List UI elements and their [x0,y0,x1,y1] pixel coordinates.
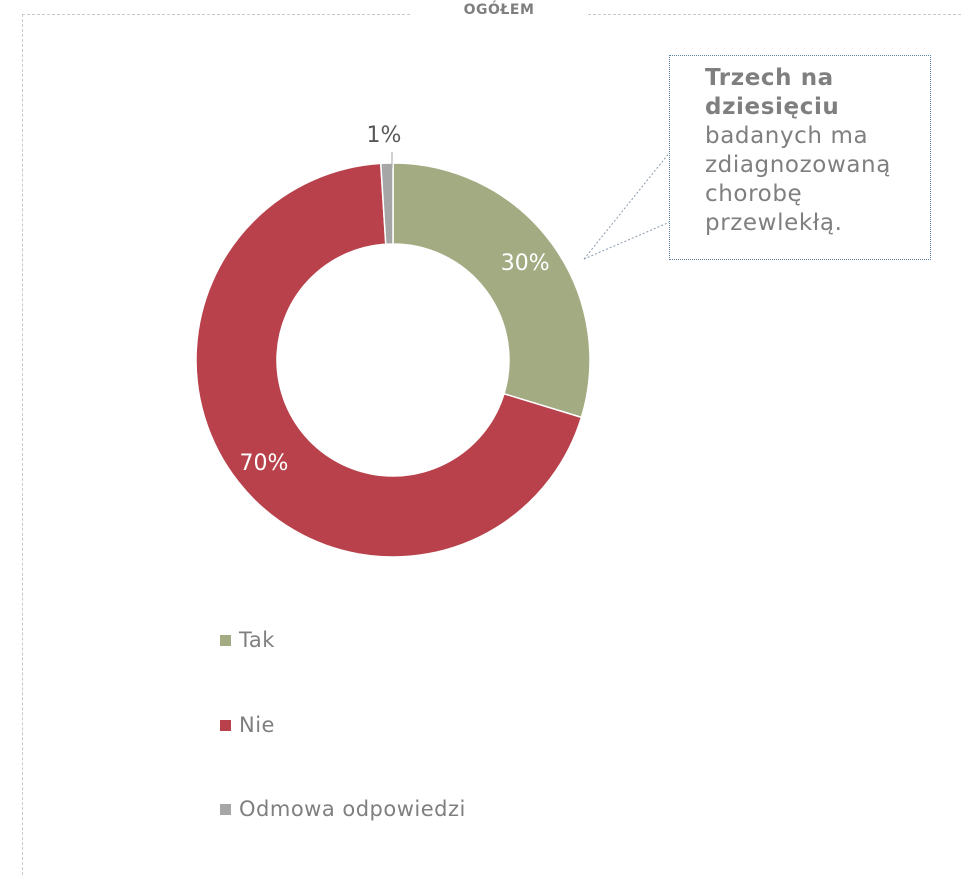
legend-item-nie: Nie [220,713,275,737]
callout-box: Trzech na dziesięciu badanych ma zdiagno… [669,55,931,260]
legend-item-tak: Tak [220,628,275,652]
legend-swatch-nie [220,719,231,731]
data-label-odmowa: 1% [367,123,402,148]
frame-top-border-left [22,14,410,15]
data-labels: 30% 70% 1% [239,123,549,476]
panel-title: OGÓŁEM [463,2,535,18]
callout-bold-text: Trzech na dziesięciu [705,65,840,120]
callout-text: badanych ma zdiagnozowaną chorobę przewl… [705,123,891,236]
data-label-nie: 70% [239,451,288,476]
callout-leader-line-1 [583,151,671,260]
data-label-tak: 30% [501,251,550,276]
frame-left-border [22,14,23,875]
callout-leader-line-2 [583,221,671,260]
legend-item-odmowa: Odmowa odpowiedzi [220,797,466,821]
donut-slice-nie [195,162,583,558]
donut-slices [195,162,591,558]
donut-slice-odmowa [379,162,394,246]
legend-label-tak: Tak [239,628,275,652]
frame-top-border-right [588,14,961,15]
legend-swatch-tak [220,634,231,646]
donut-slice-tak [392,162,591,419]
legend-label-nie: Nie [239,713,275,737]
legend-swatch-odmowa [220,803,231,815]
legend-label-odmowa: Odmowa odpowiedzi [239,797,466,821]
